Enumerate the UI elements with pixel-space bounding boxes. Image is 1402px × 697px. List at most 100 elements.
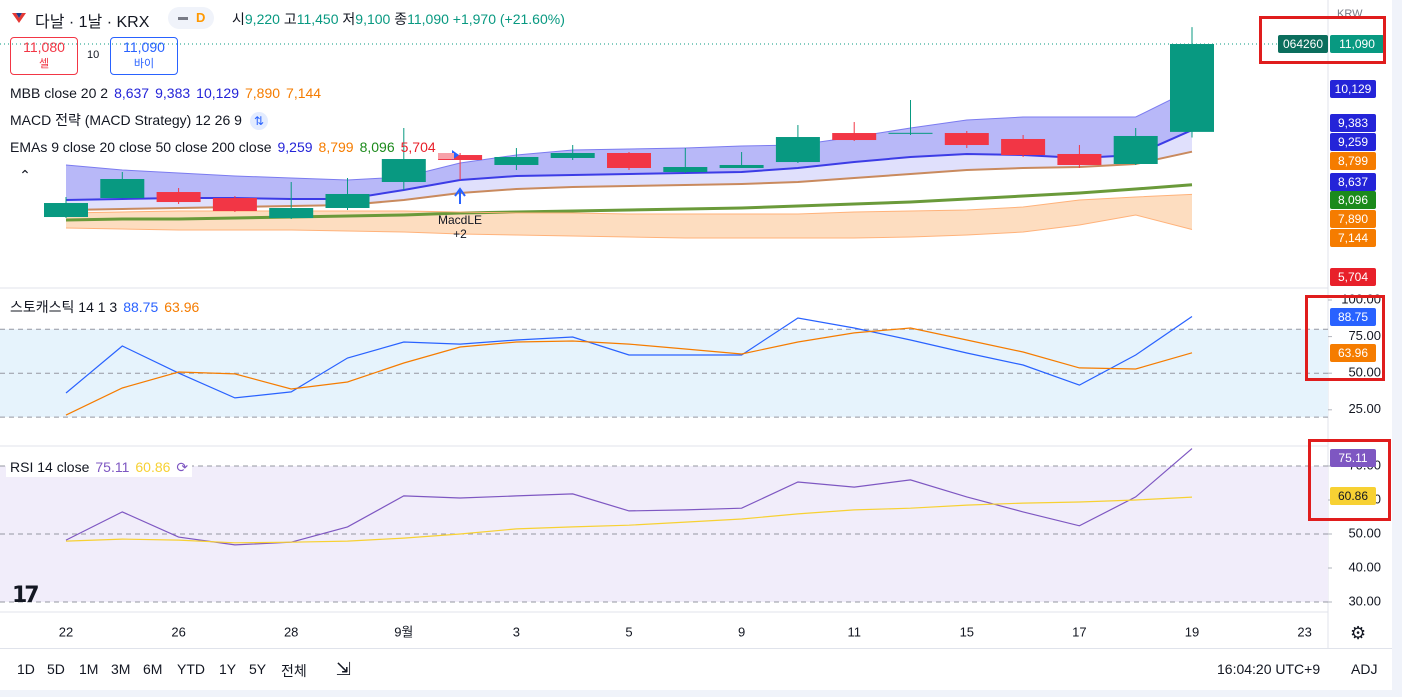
candle-body xyxy=(100,178,145,199)
candle-body xyxy=(494,156,539,165)
range-button[interactable]: 3M xyxy=(111,661,131,677)
legend-value: 8,637 xyxy=(114,85,150,101)
sell-price: 11,080 xyxy=(23,39,65,55)
entry-arrow xyxy=(454,187,466,204)
sell-button[interactable]: 11,080 셀 xyxy=(10,37,78,75)
axis-badge: 8,799 xyxy=(1330,152,1376,170)
indicator-line xyxy=(65,448,1193,546)
x-tick-label: 26 xyxy=(171,624,185,639)
candle-body xyxy=(438,155,483,161)
candle-body xyxy=(607,153,651,168)
separator xyxy=(0,648,1392,649)
symbol[interactable]: 다날 · 1날 · KRX xyxy=(35,14,150,31)
y-tick-label: 30.00 xyxy=(1348,593,1381,608)
ohlc-value: 9,100 xyxy=(355,11,391,27)
range-button[interactable]: 1D xyxy=(17,661,35,677)
candle-body xyxy=(550,153,595,158)
range-button[interactable]: 1M xyxy=(79,661,99,677)
legend-value: 7,144 xyxy=(286,85,322,101)
x-tick-label: 11 xyxy=(847,624,861,639)
axis-badge: 60.86 xyxy=(1330,487,1376,505)
axis-badge: 9,383 xyxy=(1330,114,1376,132)
indicator-line xyxy=(65,214,1193,239)
candle-body xyxy=(944,133,989,146)
legend[interactable]: EMAs 9 close 20 close 50 close 200 close… xyxy=(10,138,436,156)
spread: 10 xyxy=(87,49,100,61)
ohlc-value: 11,090 xyxy=(407,11,449,27)
x-tick-label: 28 xyxy=(284,624,298,639)
collapse-button[interactable]: ⌃ xyxy=(10,163,40,187)
legend-value: 75.11 xyxy=(95,459,130,475)
axis-badge: 7,144 xyxy=(1330,229,1376,247)
range-button[interactable]: YTD xyxy=(177,661,205,677)
sell-label: 셀 xyxy=(38,58,50,70)
delay-badge: D xyxy=(196,10,206,25)
legend-value: 60.86 xyxy=(135,459,171,475)
legend[interactable]: MACD 전략 (MACD Strategy) 12 26 9 ⇅ xyxy=(10,111,268,130)
candle-body xyxy=(156,192,201,203)
candle-body xyxy=(381,159,426,183)
legend-value: 8,096 xyxy=(359,139,395,155)
adj-button[interactable]: ADJ xyxy=(1351,661,1378,677)
order-line xyxy=(438,153,454,159)
marker-label: MacdLE xyxy=(438,213,483,227)
legend-value: 63.96 xyxy=(164,299,200,315)
buy-button[interactable]: 11,090 바이 xyxy=(110,37,178,75)
x-tick-label: 15 xyxy=(960,624,974,639)
axis-badge: 8,637 xyxy=(1330,173,1376,191)
candle-body xyxy=(1001,138,1046,156)
legend-value: 7,890 xyxy=(244,85,281,101)
legend[interactable]: MBB close 20 2 8,637 9,383 10,129 7,890 7,144 xyxy=(10,84,321,102)
strategy-icon[interactable]: ⇅ xyxy=(249,112,268,130)
legend-value: 88.75 xyxy=(123,299,159,315)
indicator-line xyxy=(65,327,1193,416)
legend-value: 8,799 xyxy=(318,139,354,155)
edge xyxy=(1392,0,1402,697)
y-tick-label: 50.00 xyxy=(1348,365,1381,380)
candle-body xyxy=(1057,153,1102,165)
symbol-code: 064260 xyxy=(1278,35,1328,53)
legend-value: 9,383 xyxy=(155,85,191,101)
axis-badge: 75.11 xyxy=(1330,449,1376,467)
x-tick-label: 9 xyxy=(738,624,745,639)
legend-title: MACD 전략 (MACD Strategy) 12 26 9 xyxy=(10,112,242,128)
date-range-icon[interactable]: ⇲ xyxy=(336,659,352,679)
legend-title: EMAs 9 close 20 close 50 close 200 close xyxy=(10,139,272,155)
candle-body xyxy=(663,167,708,172)
range-button[interactable]: 1Y xyxy=(219,661,237,677)
highlight xyxy=(1305,295,1385,381)
settings-icon[interactable]: ⚙ xyxy=(1350,623,1367,643)
candle-body xyxy=(269,207,314,219)
buy-price: 11,090 xyxy=(123,39,165,55)
clock[interactable]: 16:04:20 UTC+9 xyxy=(1217,661,1321,677)
ohlc-label: 종 xyxy=(394,11,408,27)
indicator-line xyxy=(65,496,1193,544)
legend-value: 9,259 xyxy=(277,139,313,155)
legend[interactable]: 스토캐스틱 14 1 3 88.75 63.96 xyxy=(10,298,199,316)
band-fill xyxy=(66,194,1192,239)
candle-body xyxy=(888,132,933,134)
legend-value: 5,704 xyxy=(400,139,436,155)
range-button[interactable]: 6M xyxy=(143,661,163,677)
legend-icon: ⟳ xyxy=(176,459,189,475)
tv-logo: 𝟭𝟳 xyxy=(12,582,40,607)
ohlc: 시9,220 고11,450 저9,100 종11,090 +1,970 (+2… xyxy=(232,9,565,29)
status-pill: D xyxy=(168,7,214,29)
axis-badge: 63.96 xyxy=(1330,344,1376,362)
legend-title: 스토캐스틱 14 1 3 xyxy=(10,299,118,315)
range-button[interactable]: 전체 xyxy=(281,663,307,679)
axis-badge: 88.75 xyxy=(1330,308,1376,326)
indicator-line xyxy=(65,88,1193,181)
candle-body xyxy=(1113,135,1158,165)
legend-title: MBB close 20 2 xyxy=(10,85,109,101)
x-tick-label: 9월 xyxy=(394,624,413,639)
band xyxy=(0,466,1328,603)
x-tick-label: 3 xyxy=(513,624,520,639)
logo xyxy=(10,9,28,27)
range-button[interactable]: 5D xyxy=(47,661,65,677)
legend[interactable]: RSI 14 close 75.11 60.86 ⟳ xyxy=(6,457,193,477)
marker-qty: +2 xyxy=(453,227,467,241)
range-button[interactable]: 5Y xyxy=(249,661,267,677)
